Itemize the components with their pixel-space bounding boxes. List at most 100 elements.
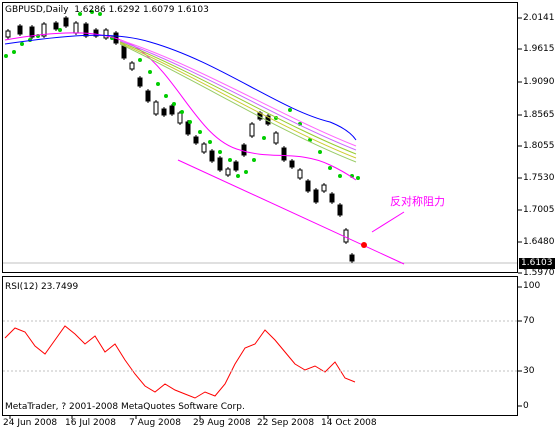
copyright-text: MetaTrader, ? 2001-2008 MetaQuotes Softw… [5,402,245,412]
current-price-marker: 1.6103 [519,258,555,269]
sar-dot [20,42,24,46]
sar-dot [98,12,102,16]
candle-body [241,144,247,156]
ma-fast-line [4,32,357,181]
candle-body [233,161,239,171]
sar-dot [318,150,322,154]
price-tick-label: 2.0141 [523,13,555,23]
candle-body [305,180,311,192]
date-tick-label: 14 Oct 2008 [321,418,377,428]
candle-body [145,90,151,102]
candle-body [63,17,69,27]
rsi-line [4,325,356,399]
candle-body [281,147,287,161]
sar-dot [288,108,292,112]
candle-body [193,136,199,144]
annotation-label: 反对称阻力 [390,195,445,208]
candle-body [129,62,135,70]
candle-body [349,254,355,262]
candle-body [343,229,349,243]
sar-dot [262,136,266,140]
candle-body [83,23,89,37]
date-tick-label: 22 Sep 2008 [257,418,315,428]
rsi-panel[interactable] [2,276,518,416]
candle-body [73,22,79,34]
price-tick-label: 1.8055 [523,141,555,151]
rsi-tick-label: 30 [523,366,535,376]
ma-line [119,40,357,151]
price-tick-label: 1.7005 [523,205,555,215]
candle-body [121,45,127,59]
rsi-tick-label: 70 [523,316,535,326]
candle-body [153,101,159,115]
date-tick-label: 7 Aug 2008 [129,418,181,428]
sar-dot [12,50,16,54]
date-tick-label: 29 Aug 2008 [193,418,251,428]
candle-body [201,143,207,153]
high-value: 1.6292 [108,5,141,15]
sar-dot [156,82,160,86]
rsi-tick-label: 100 [523,281,541,291]
ma-line [119,42,357,159]
price-tick-label: 1.8565 [523,110,555,120]
candle-body [289,160,295,168]
candle-body [177,112,183,124]
open-value: 1.6286 [74,5,106,15]
sar-dot [58,28,62,32]
symbol-label: GBPUSD,Daily [5,5,69,15]
date-tick-label: 24 Jun 2008 [3,418,58,428]
ma-slow-line [4,34,357,141]
rsi-label: RSI(12) 23.7499 [5,282,79,292]
sar-dot [356,176,360,180]
sar-dot [228,158,232,162]
rsi-tick-label: 0 [523,401,529,411]
main-chart-panel[interactable] [2,2,518,273]
sar-dot [208,140,212,144]
candle-body [297,169,303,179]
price-axis: 2.0141 1.9615 1.9090 1.8565 1.8055 1.753… [519,0,557,431]
sar-dot [188,120,192,124]
sar-dot [218,150,222,154]
candle-body [103,29,109,39]
price-tick-label: 1.9615 [523,44,555,54]
candle-body [249,123,255,137]
candle-body [329,193,335,203]
price-tick-label: 1.5970 [523,268,555,278]
resistance-point [361,242,367,248]
candle-body [137,77,143,87]
sar-dot [164,94,168,98]
ma-line [119,43,357,163]
sar-dot [252,158,256,162]
sar-dot [328,166,332,170]
sar-dot [198,130,202,134]
sar-dot [138,58,142,62]
price-tick-label: 1.6480 [523,237,555,247]
price-tick-label: 1.9090 [523,77,555,87]
sar-dot [90,10,94,14]
chart-header: GBPUSD,Daily 1.6286 1.6292 1.6079 1.6103 [5,5,209,15]
candle-body [273,132,279,144]
candle-body [225,168,231,176]
sar-dot [148,70,152,74]
close-value: 1.6103 [177,5,209,15]
trendline [177,159,405,265]
sar-dot [338,174,342,178]
candle-body [169,105,175,115]
candle-body [321,184,327,192]
sar-dot [244,170,248,174]
candle-body [17,25,23,35]
candle-body [41,23,47,37]
sar-dot [172,102,176,106]
candle-body [161,108,167,116]
sar-dot [180,110,184,114]
price-tick-label: 1.7530 [523,173,555,183]
candle-body [93,29,99,37]
candle-body [209,150,215,162]
candle-body [217,157,223,171]
date-tick-label: 16 Jul 2008 [65,418,116,428]
candle-body [29,26,35,38]
sar-dot [236,174,240,178]
candle-body [337,204,343,216]
sar-dot [78,12,82,16]
